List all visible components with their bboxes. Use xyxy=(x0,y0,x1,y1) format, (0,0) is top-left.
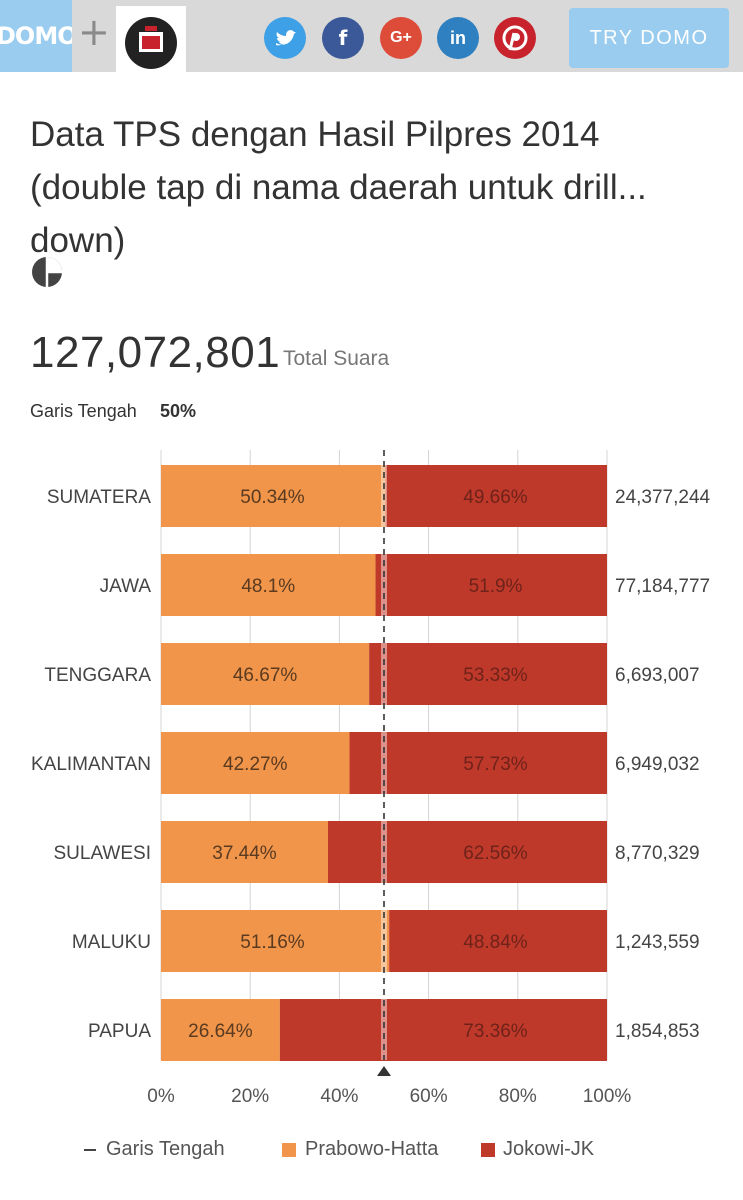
category-label[interactable]: MALUKU xyxy=(72,932,151,953)
try-domo-button[interactable]: TRY DOMO xyxy=(569,8,729,68)
row-total-label: 24,377,244 xyxy=(615,487,711,508)
bar-prabowo[interactable] xyxy=(161,821,328,883)
category-label[interactable]: SUMATERA xyxy=(47,487,151,508)
x-tick-label: 20% xyxy=(231,1086,269,1107)
data-label-jokowi: 73.36% xyxy=(463,1021,528,1042)
facebook-icon[interactable]: f xyxy=(322,17,364,59)
bar-prabowo[interactable] xyxy=(161,910,390,972)
legend-prabowo-swatch xyxy=(282,1143,296,1157)
category-label[interactable]: TENGGARA xyxy=(44,665,151,686)
row-total-label: 1,243,559 xyxy=(615,932,700,953)
category-label[interactable]: PAPUA xyxy=(88,1021,151,1042)
garis-tengah-value: 50% xyxy=(160,401,197,421)
legend-garis-tengah-swatch xyxy=(84,1149,96,1151)
garis-tengah-label: Garis Tengah xyxy=(30,401,137,421)
data-label-jokowi: 53.33% xyxy=(463,665,528,686)
twitter-icon[interactable] xyxy=(264,17,306,59)
stacked-bar-chart: 0% 20% 40% 60% 80% 100% 50.34% 49.66% SUMATERA 24… xyxy=(31,450,711,1107)
category-label[interactable]: KALIMANTAN xyxy=(31,754,151,775)
row-total-label: 1,854,853 xyxy=(615,1021,700,1042)
row-total-label: 77,184,777 xyxy=(615,576,710,597)
x-tick-label: 100% xyxy=(583,1086,632,1107)
row-total-label: 6,693,007 xyxy=(615,665,700,686)
bar-jokowi[interactable] xyxy=(375,554,607,616)
legend-garis-tengah[interactable]: Garis Tengah xyxy=(106,1138,225,1160)
kawal-pemilu-logo xyxy=(116,6,186,72)
data-label-prabowo: 50.34% xyxy=(240,487,305,508)
bar-prabowo[interactable] xyxy=(161,732,350,794)
bar-jokowi[interactable] xyxy=(327,821,607,883)
bar-jokowi[interactable] xyxy=(279,999,607,1061)
domo-logo[interactable]: DOMO xyxy=(0,0,72,72)
x-tick-label: 80% xyxy=(499,1086,537,1107)
data-label-jokowi: 48.84% xyxy=(463,932,528,953)
category-label[interactable]: JAWA xyxy=(100,576,152,597)
data-label-prabowo: 42.27% xyxy=(223,754,288,775)
row-total-label: 8,770,329 xyxy=(615,843,700,864)
bar-prabowo[interactable] xyxy=(161,999,280,1061)
x-tick-label: 40% xyxy=(320,1086,358,1107)
pie-chart-icon[interactable] xyxy=(31,256,63,288)
bar-prabowo[interactable] xyxy=(161,465,386,527)
data-label-prabowo: 26.64% xyxy=(188,1021,253,1042)
data-label-jokowi: 51.9% xyxy=(469,576,523,597)
data-label-jokowi: 49.66% xyxy=(463,487,528,508)
data-label-jokowi: 62.56% xyxy=(463,843,528,864)
category-label[interactable]: SULAWESI xyxy=(54,843,152,864)
bar-jokowi[interactable] xyxy=(349,732,607,794)
domo-logo-text: DOMO xyxy=(0,22,72,50)
bar-jokowi[interactable] xyxy=(385,465,607,527)
card-title: Data TPS dengan Hasil Pilpres 2014 (doub… xyxy=(30,115,647,260)
data-label-prabowo: 46.67% xyxy=(233,665,298,686)
total-value: 127,072,801 xyxy=(30,328,281,377)
data-label-jokowi: 57.73% xyxy=(463,754,528,775)
plus-icon: + xyxy=(78,10,110,54)
row-total-label: 6,949,032 xyxy=(615,754,700,775)
data-label-prabowo: 37.44% xyxy=(212,843,277,864)
reference-band xyxy=(381,450,387,1060)
reference-marker-icon[interactable] xyxy=(377,1066,391,1076)
x-tick-label: 0% xyxy=(147,1086,175,1107)
data-label-prabowo: 51.16% xyxy=(240,932,305,953)
top-bar: DOMO + f G+ in TRY DOMO xyxy=(0,0,743,72)
legend-jokowi-jk[interactable]: Jokowi-JK xyxy=(503,1138,595,1160)
total-label: Total Suara xyxy=(283,347,390,370)
pinterest-icon[interactable] xyxy=(494,17,536,59)
bar-prabowo[interactable] xyxy=(161,643,370,705)
bar-jokowi[interactable] xyxy=(389,910,607,972)
legend-jokowi-swatch xyxy=(481,1143,495,1157)
google-plus-icon[interactable]: G+ xyxy=(380,17,422,59)
x-tick-label: 60% xyxy=(410,1086,448,1107)
linkedin-icon[interactable]: in xyxy=(437,17,479,59)
data-label-prabowo: 48.1% xyxy=(241,576,295,597)
bar-prabowo[interactable] xyxy=(161,554,376,616)
legend-prabowo-hatta[interactable]: Prabowo-Hatta xyxy=(305,1138,439,1160)
bar-jokowi[interactable] xyxy=(369,643,607,705)
